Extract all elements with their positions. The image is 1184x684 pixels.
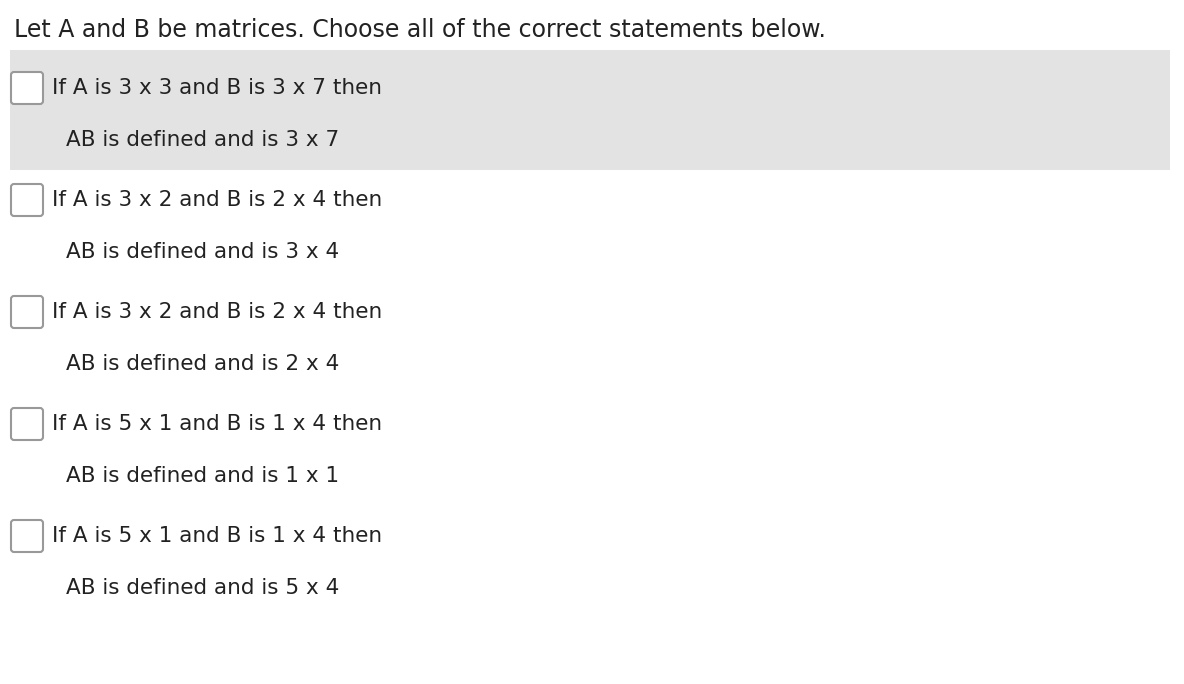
FancyBboxPatch shape (9, 50, 1170, 170)
FancyBboxPatch shape (11, 72, 43, 104)
Text: If A is 3 x 3 and B is 3 x 7 then: If A is 3 x 3 and B is 3 x 7 then (52, 78, 382, 98)
Text: If A is 5 x 1 and B is 1 x 4 then: If A is 5 x 1 and B is 1 x 4 then (52, 526, 382, 546)
Text: AB is defined and is 1 x 1: AB is defined and is 1 x 1 (66, 466, 339, 486)
Text: AB is defined and is 2 x 4: AB is defined and is 2 x 4 (66, 354, 340, 374)
FancyBboxPatch shape (11, 184, 43, 216)
FancyBboxPatch shape (11, 520, 43, 552)
Text: AB is defined and is 3 x 4: AB is defined and is 3 x 4 (66, 242, 340, 262)
Text: If A is 3 x 2 and B is 2 x 4 then: If A is 3 x 2 and B is 2 x 4 then (52, 190, 382, 210)
Text: AB is defined and is 5 x 4: AB is defined and is 5 x 4 (66, 578, 340, 598)
FancyBboxPatch shape (11, 296, 43, 328)
Text: If A is 5 x 1 and B is 1 x 4 then: If A is 5 x 1 and B is 1 x 4 then (52, 414, 382, 434)
Text: If A is 3 x 2 and B is 2 x 4 then: If A is 3 x 2 and B is 2 x 4 then (52, 302, 382, 322)
Text: AB is defined and is 3 x 7: AB is defined and is 3 x 7 (66, 130, 340, 150)
Text: Let A and B be matrices. Choose all of the correct statements below.: Let A and B be matrices. Choose all of t… (14, 18, 826, 42)
FancyBboxPatch shape (11, 408, 43, 440)
